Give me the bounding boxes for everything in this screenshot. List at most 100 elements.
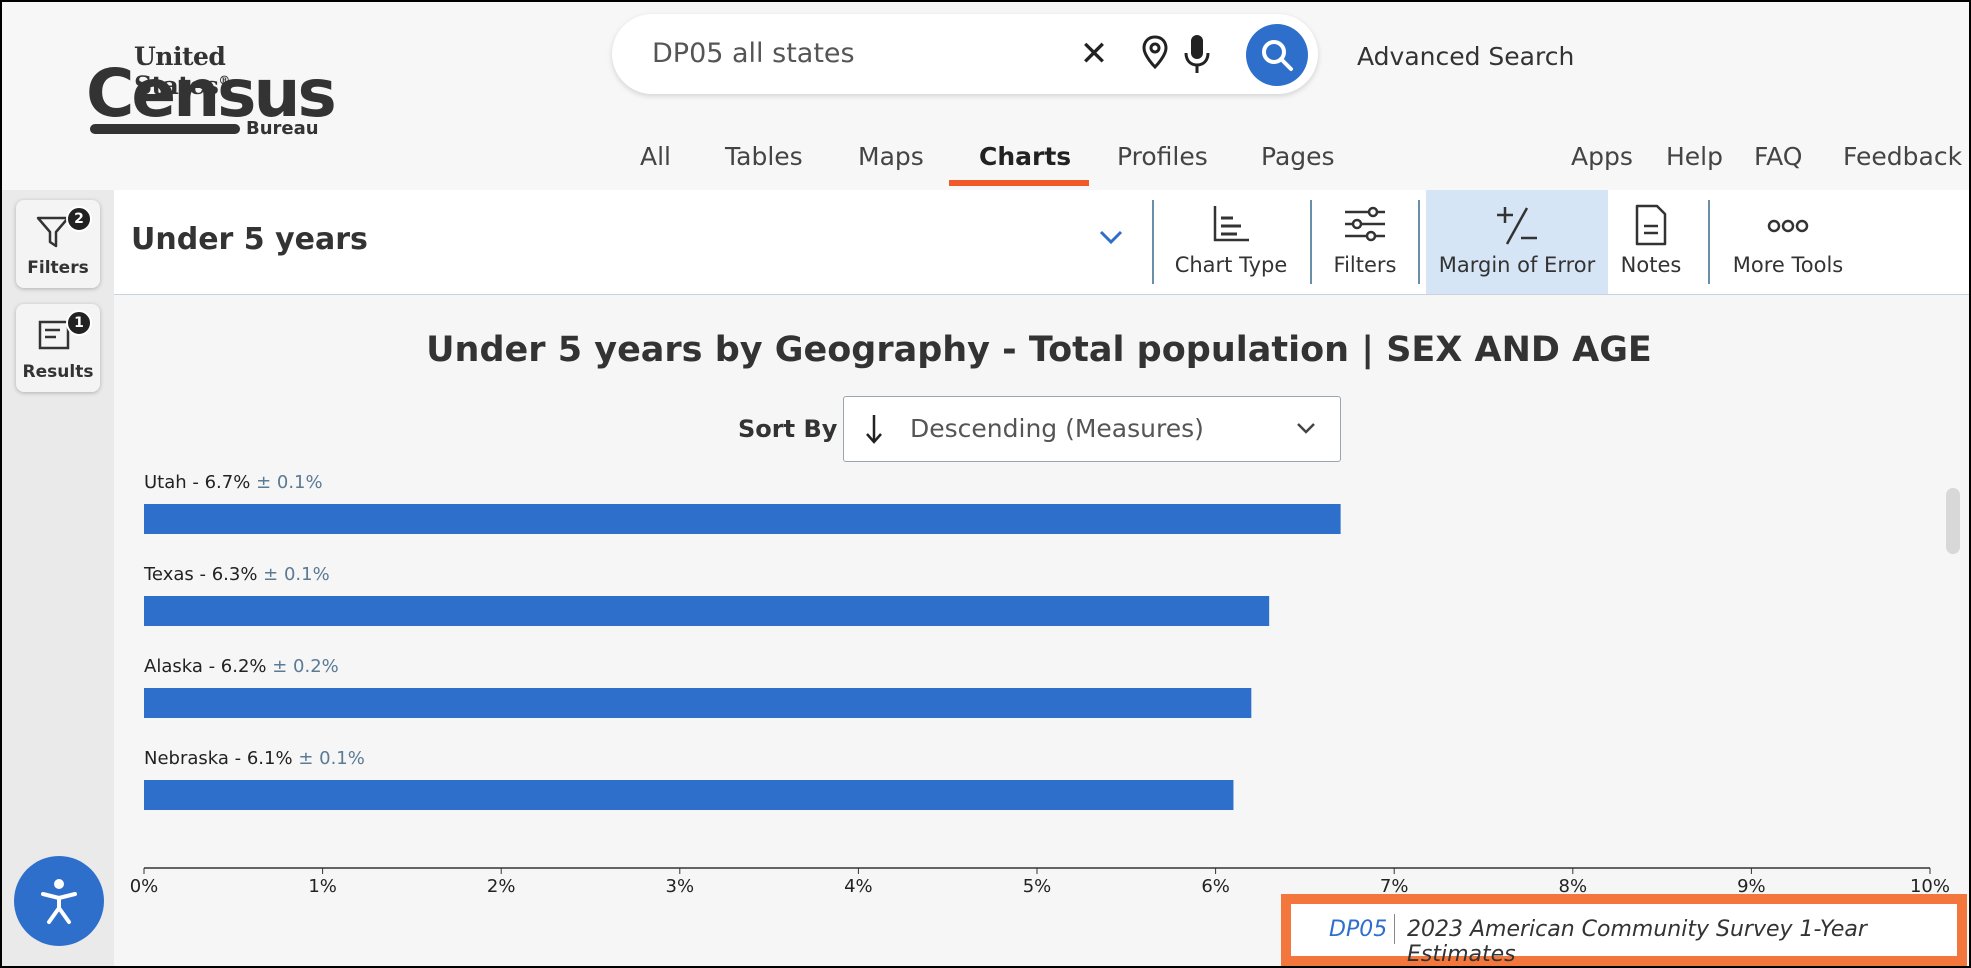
sliders-icon [1345, 206, 1385, 242]
active-tab-indicator [949, 180, 1089, 186]
search-bar: DP05 all states ✕ [612, 14, 1318, 94]
logo-underline [90, 124, 240, 134]
x-tick-label: 3% [666, 876, 695, 897]
bar-chart-icon [1213, 206, 1249, 242]
toolbar-divider [1418, 200, 1420, 284]
bar-value-label: Utah - 6.7% [144, 472, 256, 493]
sort-by-label: Sort By [738, 415, 838, 443]
bar-margin-label: ± 0.1% [263, 564, 330, 585]
source-info: DP05 2023 American Community Survey 1-Ye… [1291, 904, 1957, 966]
bar-margin-label: ± 0.1% [298, 748, 365, 769]
nav-faq[interactable]: FAQ [1754, 142, 1803, 171]
chart-title: Under 5 years by Geography - Total popul… [426, 330, 1652, 370]
tab-profiles[interactable]: Profiles [1117, 142, 1208, 171]
filters-count-badge: 2 [66, 206, 92, 232]
chart-panel: Under 5 years Chart Type Filters Margin … [114, 190, 1969, 966]
bar-label: Texas - 6.3% ± 0.1% [143, 564, 330, 585]
more-dots-icon [1767, 219, 1809, 233]
census-logo[interactable]: United States® Census Bureau [86, 42, 337, 142]
tab-all[interactable]: All [640, 142, 671, 171]
margin-of-error-button[interactable]: Margin of Error [1426, 190, 1608, 294]
toolbar-divider [1310, 200, 1312, 284]
clear-search-icon[interactable]: ✕ [1079, 34, 1109, 74]
sort-value: Descending (Measures) [910, 414, 1204, 443]
chart-type-label: Chart Type [1174, 253, 1288, 277]
chevron-down-icon[interactable] [1098, 228, 1124, 246]
x-tick-label: 6% [1201, 876, 1230, 897]
sort-select[interactable]: Descending (Measures) [843, 396, 1341, 462]
x-tick-label: 7% [1380, 876, 1409, 897]
filters-rail-label: Filters [27, 258, 89, 278]
bar-label: Nebraska - 6.1% ± 0.1% [144, 748, 365, 769]
notes-button[interactable]: Notes [1608, 190, 1694, 294]
bar-alaska[interactable] [144, 688, 1252, 718]
tab-charts[interactable]: Charts [979, 142, 1072, 171]
bar-utah[interactable] [144, 504, 1341, 534]
chart-toolbar: Under 5 years Chart Type Filters Margin … [114, 190, 1969, 295]
tab-pages[interactable]: Pages [1261, 142, 1335, 171]
source-dataset: 2023 American Community Survey 1-Year Es… [1407, 917, 1867, 967]
accessibility-button[interactable] [14, 856, 104, 946]
variable-selector[interactable]: Under 5 years [131, 222, 368, 257]
x-tick-label: 10% [1910, 876, 1950, 897]
microphone-icon[interactable] [1180, 32, 1214, 76]
logo-bottom-text: Bureau [246, 118, 319, 139]
more-tools-label: More Tools [1732, 253, 1844, 277]
search-icon[interactable] [1246, 24, 1308, 86]
chart-filters-label: Filters [1333, 253, 1397, 277]
arrow-down-icon [866, 415, 882, 444]
bar-texas[interactable] [144, 596, 1270, 626]
results-rail-button[interactable]: 1 Results [16, 304, 100, 392]
x-tick-label: 2% [487, 876, 516, 897]
chart-filters-button[interactable]: Filters [1312, 190, 1418, 294]
nav-feedback[interactable]: Feedback [1843, 142, 1963, 171]
bar-margin-label: ± 0.1% [256, 472, 323, 493]
x-tick-label: 0% [130, 876, 159, 897]
bar-chart: Utah - 6.7% ± 0.1%Texas - 6.3% ± 0.1%Ala… [143, 472, 1341, 810]
margin-of-error-label: Margin of Error [1438, 253, 1596, 277]
chart-plot-area: Utah - 6.7% ± 0.1% Texas - 6.3% ± 0.1% Ala… [114, 470, 1969, 870]
nav-apps[interactable]: Apps [1571, 142, 1633, 171]
advanced-search-link[interactable]: Advanced Search [1357, 42, 1575, 71]
tab-maps[interactable]: Maps [858, 142, 924, 171]
x-tick-label: 9% [1737, 876, 1766, 897]
left-rail: 2 Filters 1 Results [2, 190, 114, 966]
filters-rail-button[interactable]: 2 Filters [16, 200, 100, 288]
toolbar-divider [1152, 200, 1154, 284]
site-header: United States® Census Bureau DP05 all st… [2, 2, 1969, 190]
document-icon [1635, 204, 1667, 246]
source-table-id[interactable]: DP05 [1329, 917, 1388, 942]
search-input[interactable]: DP05 all states [652, 38, 855, 69]
x-tick-label: 8% [1559, 876, 1588, 897]
source-divider [1394, 914, 1395, 944]
logo-main-text: Census [86, 55, 337, 132]
x-axis-svg: 0% 1% 2% 3% 4% 5% 6% 7% 8% 9% 10% [130, 867, 1950, 897]
source-highlight: DP05 2023 American Community Survey 1-Ye… [1281, 894, 1967, 966]
notes-label: Notes [1620, 253, 1682, 277]
plus-minus-icon [1497, 207, 1537, 245]
results-count-badge: 1 [66, 310, 92, 336]
chart-type-button[interactable]: Chart Type [1154, 190, 1308, 294]
x-tick-label: 1% [308, 876, 337, 897]
chart-scrollbar[interactable] [1946, 488, 1960, 554]
chevron-down-icon [1297, 423, 1315, 434]
bar-value-label: Alaska - 6.2% [144, 656, 272, 677]
bar-label: Utah - 6.7% ± 0.1% [144, 472, 323, 493]
bar-label: Alaska - 6.2% ± 0.2% [144, 656, 339, 677]
x-tick-label: 4% [844, 876, 873, 897]
accessibility-icon [41, 879, 77, 924]
more-tools-button[interactable]: More Tools [1710, 190, 1866, 294]
nav-help[interactable]: Help [1666, 142, 1723, 171]
logo-top-text: United States® [134, 42, 230, 100]
location-pin-icon[interactable] [1140, 32, 1170, 72]
bar-value-label: Texas - 6.3% [143, 564, 263, 585]
x-axis: 0% 1% 2% 3% 4% 5% 6% 7% 8% 9% 10% [114, 854, 1969, 914]
bar-value-label: Nebraska - 6.1% [144, 748, 298, 769]
tab-tables[interactable]: Tables [725, 142, 803, 171]
results-rail-label: Results [22, 362, 94, 382]
results-list-icon [38, 320, 70, 350]
bar-nebraska[interactable] [144, 780, 1234, 810]
toolbar-divider [1708, 200, 1710, 284]
bar-margin-label: ± 0.2% [272, 656, 339, 677]
